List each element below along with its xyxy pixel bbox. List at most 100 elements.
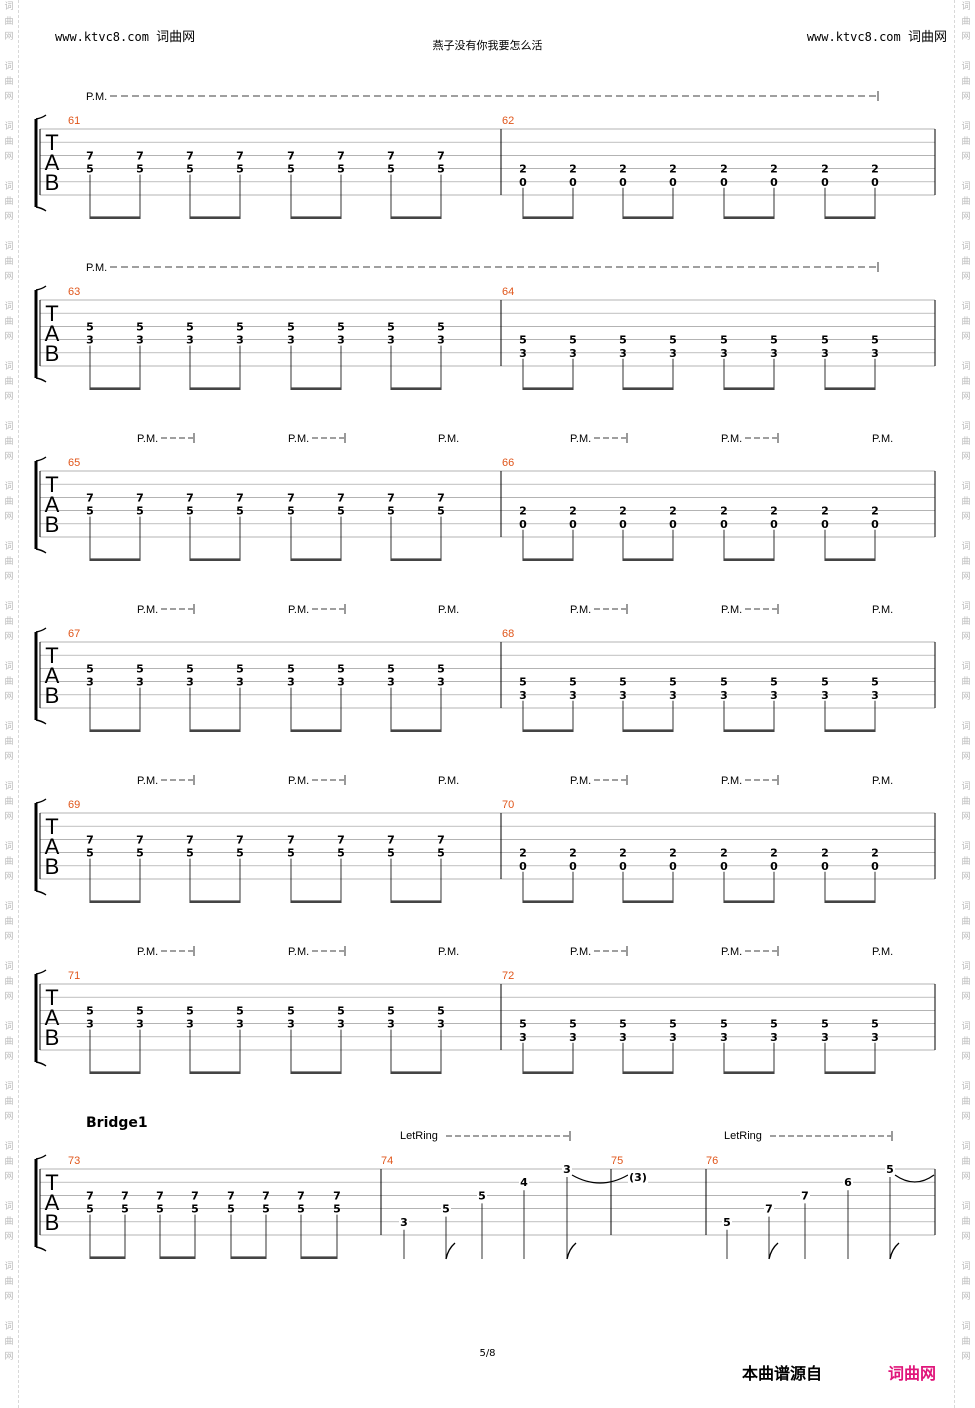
left-chord-fret-top: 5 [186,662,194,675]
right-chord-fret-top: 5 [770,676,778,689]
fret-backing [477,1190,487,1202]
palm-mute-label: P.M. [872,433,893,445]
watermark-glyph-group: 词曲网 [961,1022,971,1062]
eighth-beam [291,216,341,219]
left-chord-fret-bottom: 5 [437,505,445,518]
palm-mute-label: P.M. [570,433,591,445]
watermark-glyph-group: 词曲网 [4,182,14,222]
left-chord-fret-top: 5 [186,1004,194,1017]
left-chord-fret-top: 7 [287,833,295,846]
watermark-glyph-group: 词曲网 [961,2,971,42]
fret-backing [764,1203,774,1215]
left-chord-fret-bottom: 3 [186,1018,194,1031]
measure-number: 65 [68,457,80,469]
m73-chord-fret-top: 7 [333,1189,341,1202]
header-right-site: www.ktvc8.com 词曲网 [807,26,947,45]
single-note-fret: 5 [723,1216,731,1229]
tab-clef-letter: T [45,643,58,668]
system-bracket-bottom [35,719,47,725]
fret-backing [800,1190,810,1202]
eighth-beam [523,387,573,390]
watermark-glyph-group: 词曲网 [961,962,971,1002]
right-chord-fret-top: 2 [770,847,778,860]
system-bracket-bottom [35,1061,47,1067]
right-chord-fret-top: 2 [519,505,527,518]
system-bracket-bottom [35,377,47,383]
tied-note-fret: (3) [629,1171,647,1184]
eighth-beam [90,900,140,903]
left-chord-fret-top: 7 [236,833,244,846]
right-chord-fret-top: 2 [720,847,728,860]
watermark-glyph-group: 词曲网 [961,362,971,402]
tab-clef-letter: T [45,472,58,497]
left-chord-fret-bottom: 5 [136,847,144,860]
measure-number: 68 [502,628,514,640]
watermark-glyph-group: 词曲网 [961,302,971,342]
palm-mute-label: P.M. [288,604,309,616]
right-chord-fret-bottom: 3 [871,1031,879,1044]
left-chord-fret-bottom: 5 [287,505,295,518]
watermark-glyph-group: 词曲网 [961,1082,971,1122]
right-chord-fret-top: 2 [619,847,627,860]
left-chord-fret-bottom: 3 [86,676,94,689]
right-chord-fret-top: 5 [871,1018,879,1031]
right-chord-fret-bottom: 0 [720,860,728,873]
right-chord-fret-bottom: 0 [871,176,879,189]
watermark-glyph-group: 词曲网 [4,842,14,882]
watermark-glyph-group: 词曲网 [961,722,971,762]
watermark-glyph-group: 词曲网 [961,62,971,102]
left-chord-fret-top: 7 [387,833,395,846]
header-left-site: www.ktvc8.com 词曲网 [55,26,195,45]
header-left-site-name: 词曲网 [156,30,196,45]
watermark-glyph-group: 词曲网 [961,242,971,282]
left-chord-fret-top: 5 [437,662,445,675]
fret-backing [885,1164,895,1175]
left-chord-fret-top: 5 [287,662,295,675]
single-note-fret: 5 [886,1163,894,1176]
right-chord-fret-bottom: 0 [821,176,829,189]
eighth-beam [825,558,875,561]
tie-arc [894,1174,935,1183]
right-margin-border [954,0,955,1408]
eighth-beam [623,900,673,903]
left-chord-fret-top: 7 [337,491,345,504]
right-chord-fret-bottom: 3 [519,347,527,360]
right-chord-fret-bottom: 0 [519,860,527,873]
measure-number: 76 [706,1155,718,1167]
right-chord-fret-bottom: 0 [770,860,778,873]
palm-mute-label: P.M. [721,775,742,787]
right-chord-fret-top: 5 [871,676,879,689]
watermark-glyph-group: 词曲网 [961,482,971,522]
left-chord-fret-bottom: 3 [387,676,395,689]
eighth-beam [825,1071,875,1074]
right-chord-fret-bottom: 3 [720,1031,728,1044]
left-chord-fret-top: 5 [337,662,345,675]
single-note-fret: 7 [801,1189,809,1202]
single-note-fret: 5 [442,1203,450,1216]
left-chord-fret-top: 7 [387,491,395,504]
right-chord-fret-top: 2 [720,163,728,176]
palm-mute-label: P.M. [137,433,158,445]
right-chord-fret-bottom: 0 [619,860,627,873]
palm-mute-label: P.M. [288,946,309,958]
right-chord-fret-top: 5 [720,676,728,689]
right-chord-fret-top: 5 [669,1018,677,1031]
right-chord-fret-bottom: 0 [569,860,577,873]
left-chord-fret-top: 5 [287,320,295,333]
eighth-beam [291,729,341,732]
watermark-glyph-group: 词曲网 [961,542,971,582]
eighth-beam [90,1256,125,1259]
right-chord-fret-top: 5 [569,334,577,347]
right-chord-fret-bottom: 3 [720,347,728,360]
left-chord-fret-bottom: 3 [337,676,345,689]
left-chord-fret-bottom: 3 [136,1018,144,1031]
tab-clef-letter: T [45,130,58,155]
watermark-glyph-group: 词曲网 [4,482,14,522]
left-chord-fret-top: 7 [387,149,395,162]
right-chord-fret-top: 2 [871,163,879,176]
right-chord-fret-bottom: 3 [669,689,677,702]
palm-mute-label: P.M. [438,433,459,445]
eighth-beam [160,1256,195,1259]
watermark-glyph-group: 词曲网 [961,1262,971,1302]
